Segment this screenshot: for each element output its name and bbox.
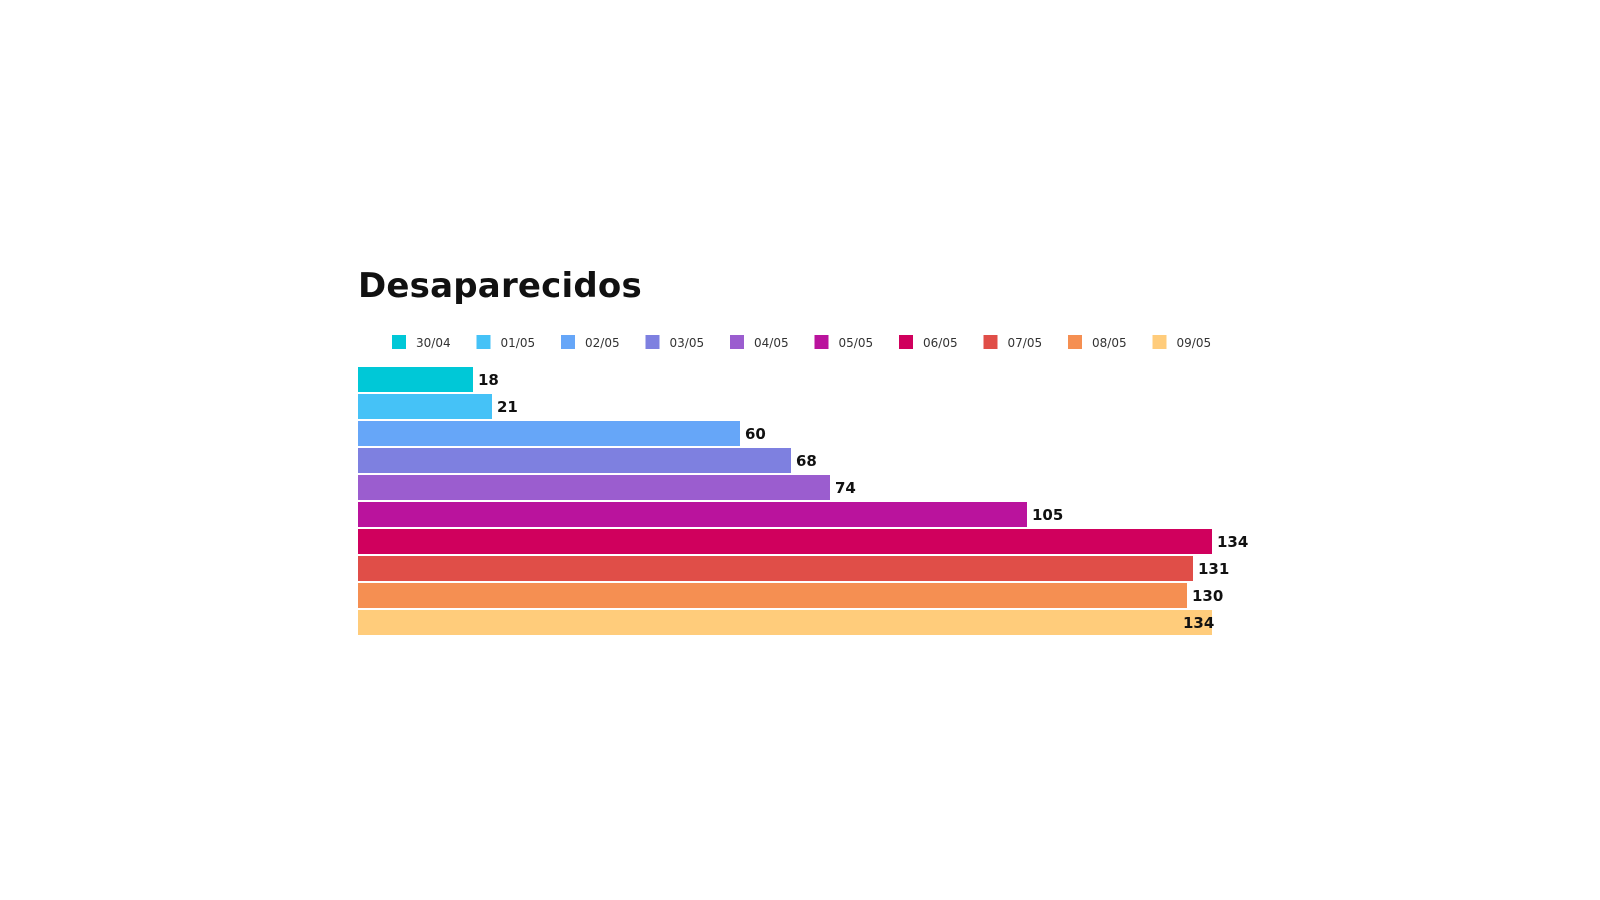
chart-title: Desaparecidos (358, 266, 642, 306)
bar-value-label: 68 (796, 452, 817, 470)
bar-value-label: 18 (478, 371, 499, 389)
legend-label: 07/05 (1008, 336, 1043, 350)
legend-swatch (561, 335, 575, 349)
legend-swatch (983, 335, 998, 349)
bar (358, 556, 1193, 581)
legend-label: 30/04 (416, 336, 451, 350)
legend-label: 06/05 (923, 336, 958, 350)
legend-label: 05/05 (839, 336, 874, 350)
bar-value-label: 134 (1183, 614, 1214, 632)
legend-label: 01/05 (501, 336, 536, 350)
bar-value-label: 74 (835, 479, 856, 497)
legend-swatch (476, 335, 491, 349)
legend: 30/04 01/05 02/05 03/05 04/05 05/05 06/05 07/05… (392, 335, 1211, 350)
bar (358, 367, 473, 392)
bar-value-label: 21 (497, 398, 518, 416)
bar-value-label: 60 (745, 425, 766, 443)
bar (358, 529, 1212, 554)
bar (358, 475, 830, 500)
bar (358, 610, 1212, 635)
legend-label: 03/05 (670, 336, 705, 350)
legend-label: 08/05 (1092, 336, 1127, 350)
bar (358, 502, 1027, 527)
legend-label: 09/05 (1177, 336, 1212, 350)
bar-value-label: 130 (1192, 587, 1223, 605)
value-labels: 18 21 60 68 74 105 134 131 130 134 (478, 371, 1248, 632)
legend-swatch (645, 335, 660, 349)
bar (358, 583, 1187, 608)
bar (358, 421, 740, 446)
legend-swatch (899, 335, 913, 349)
legend-label: 02/05 (585, 336, 620, 350)
bar-value-label: 105 (1032, 506, 1063, 524)
bar-value-label: 134 (1217, 533, 1248, 551)
legend-swatch (1152, 335, 1167, 349)
legend-swatch (814, 335, 829, 349)
bars (358, 367, 1212, 635)
bar (358, 394, 492, 419)
legend-swatch (1068, 335, 1082, 349)
bar-value-label: 131 (1198, 560, 1229, 578)
legend-swatch (730, 335, 744, 349)
legend-swatch (392, 335, 406, 349)
legend-label: 04/05 (754, 336, 789, 350)
bar (358, 448, 791, 473)
